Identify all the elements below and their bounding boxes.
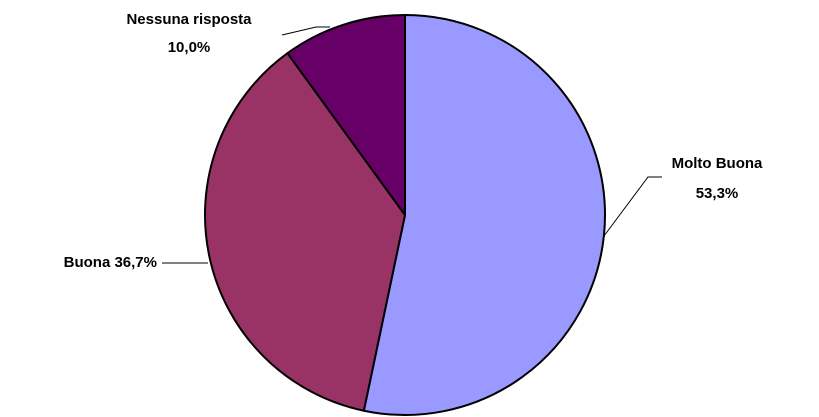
- pie-slice-buona: [204, 52, 406, 412]
- slice-label-buona: Buona 36,7%: [64, 254, 157, 271]
- leader-lines: [162, 26, 662, 264]
- leader-line-molto-buona: [603, 176, 662, 237]
- pie-slice-nessuna-risposta: [286, 14, 406, 216]
- leader-line-nessuna-risposta: [281, 26, 330, 36]
- slice-labels: Molto Buona 53,3% Buona 36,7% Nessuna rispo…: [64, 11, 763, 271]
- slice-percent-molto-buona: 53,3%: [696, 185, 739, 202]
- slice-label-molto-buona: Molto Buona: [672, 155, 763, 172]
- slice-label-nessuna-risposta: Nessuna risposta: [126, 11, 252, 28]
- pie-slices: [204, 14, 606, 416]
- slice-percent-nessuna-risposta: 10,0%: [168, 39, 211, 56]
